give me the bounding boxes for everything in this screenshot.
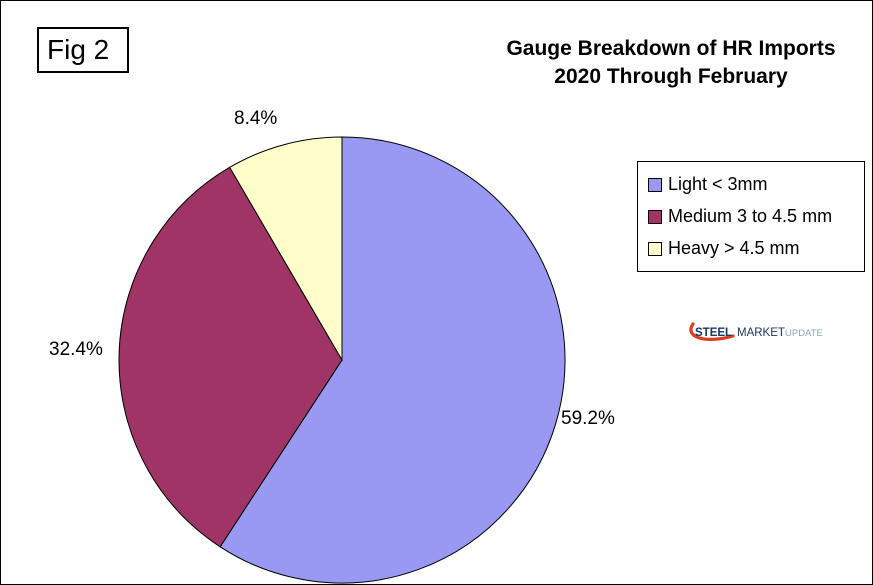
pie-slice-0 — [219, 136, 566, 584]
pie-label-medium: 32.4% — [49, 339, 103, 360]
logo-swoosh-icon — [689, 322, 735, 341]
pie-chart-area — [116, 134, 568, 584]
logo-text-market: MARKET — [737, 327, 785, 339]
chart-title: Gauge Breakdown of HR Imports 2020 Throu… — [471, 35, 871, 92]
legend-swatch-icon — [648, 209, 662, 224]
legend: Light < 3mm Medium 3 to 4.5 mm Heavy > 4.5… — [637, 161, 865, 272]
pie-label-light: 59.2% — [561, 408, 615, 429]
legend-swatch-icon — [648, 241, 662, 256]
legend-label: Light < 3mm — [668, 174, 768, 194]
logo-text-update: UPDATE — [785, 328, 823, 339]
chart-title-line2: 2020 Through February — [554, 65, 788, 89]
legend-label: Medium 3 to 4.5 mm — [668, 206, 833, 226]
steel-market-update-logo: STEEL MARKET UPDATE — [689, 322, 823, 341]
legend-item-2: Heavy > 4.5 mm — [648, 238, 854, 259]
chart-title-line1: Gauge Breakdown of HR Imports — [506, 37, 836, 60]
pie-chart — [118, 136, 566, 584]
legend-item-1: Medium 3 to 4.5 mm — [648, 206, 854, 227]
figure-label-box: Fig 2 — [37, 27, 129, 73]
pie-label-heavy: 8.4% — [234, 108, 278, 129]
pie-slice-1 — [118, 166, 343, 548]
logo-text-steel: STEEL — [695, 327, 732, 339]
figure-label: Fig 2 — [47, 34, 110, 65]
pie-slice-2 — [229, 136, 343, 362]
legend-item-0: Light < 3mm — [648, 174, 854, 195]
legend-label: Heavy > 4.5 mm — [668, 238, 800, 258]
legend-swatch-icon — [648, 177, 662, 192]
